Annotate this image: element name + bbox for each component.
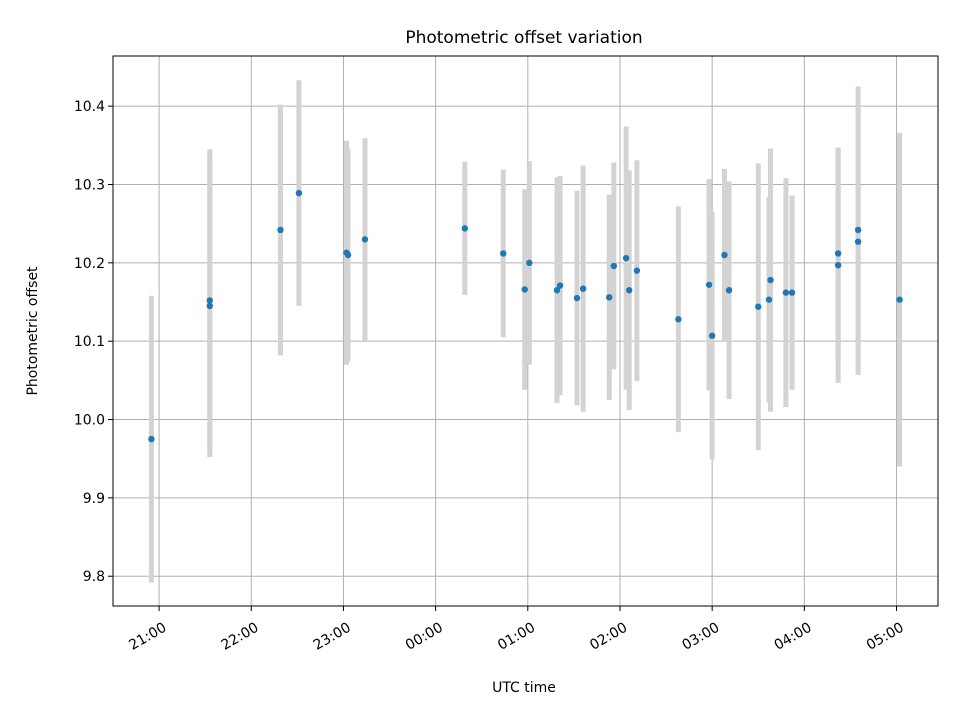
- chart-title: Photometric offset variation: [405, 28, 642, 48]
- data-point: [626, 287, 633, 294]
- y-tick-label: 10.3: [74, 177, 105, 193]
- y-tick-label: 9.9: [83, 491, 105, 507]
- data-point: [295, 189, 303, 197]
- data-point: [526, 259, 533, 267]
- data-point: [633, 267, 641, 274]
- data-point: [834, 250, 842, 257]
- y-tick-label: 10.1: [74, 334, 105, 350]
- data-point: [896, 296, 903, 303]
- plot-area-frame: [112, 55, 939, 607]
- x-axis-label: UTC time: [492, 680, 556, 696]
- data-point: [361, 236, 369, 243]
- data-point: [573, 294, 581, 302]
- data-point: [206, 297, 213, 304]
- data-point: [755, 303, 762, 310]
- data-point: [606, 294, 613, 301]
- y-axis-label: Photometric offset: [25, 266, 41, 396]
- data-point: [344, 251, 352, 259]
- data-point: [765, 296, 773, 303]
- y-tick-label: 10.4: [74, 99, 105, 115]
- data-point: [767, 276, 774, 284]
- y-tick-label: 10.2: [74, 256, 105, 272]
- data-point: [553, 287, 561, 294]
- data-point: [500, 250, 507, 257]
- data-point: [206, 302, 213, 310]
- data-point: [854, 238, 862, 245]
- data-points: [148, 189, 903, 443]
- data-point: [725, 287, 733, 294]
- data-point: [705, 281, 713, 288]
- data-point: [556, 282, 564, 289]
- data-point: [834, 261, 842, 269]
- data-point: [721, 251, 728, 259]
- y-tick-label: 10.0: [74, 413, 105, 429]
- data-point: [854, 226, 862, 234]
- data-point: [610, 262, 618, 270]
- data-point: [148, 435, 155, 443]
- data-point: [708, 332, 716, 339]
- data-point: [579, 285, 587, 292]
- data-point: [782, 289, 790, 296]
- data-point: [622, 254, 630, 262]
- y-tick-label: 9.8: [83, 569, 105, 585]
- data-point: [788, 289, 796, 296]
- data-point: [521, 286, 528, 293]
- data-point: [461, 225, 469, 232]
- data-point: [675, 316, 682, 323]
- data-point: [277, 226, 284, 234]
